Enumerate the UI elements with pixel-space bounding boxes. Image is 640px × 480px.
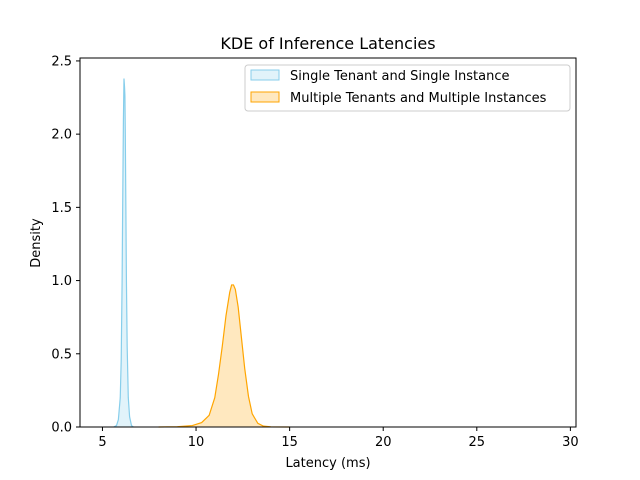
y-axis-ticks: 0.0 0.5 1.0 1.5 2.0 2.5 [51, 54, 80, 436]
series-areas [113, 78, 290, 428]
legend-box [244, 64, 571, 112]
x-tick-label: 30 [562, 435, 579, 450]
y-tick-label: 2.5 [51, 54, 72, 69]
legend-swatch-single-tenant [250, 69, 280, 81]
x-axis-ticks: 5 10 15 20 25 30 [98, 427, 579, 450]
series-line-0 [113, 78, 134, 428]
x-tick-label: 25 [469, 435, 486, 450]
y-tick-label: 1.0 [51, 274, 72, 289]
legend-label-multiple-tenants: Multiple Tenants and Multiple Instances [290, 91, 547, 106]
y-axis-label: Density [29, 218, 44, 268]
plot-frame [79, 57, 577, 428]
y-tick-label: 0.0 [51, 421, 72, 436]
series-line-1 [158, 284, 290, 428]
y-tick-label: 0.5 [51, 347, 72, 362]
legend-swatch-multiple-tenants [250, 91, 280, 103]
y-tick-label: 2.0 [51, 128, 72, 143]
x-tick-label: 5 [98, 435, 106, 450]
chart-title: KDE of Inference Latencies [220, 34, 435, 53]
y-tick-label: 1.5 [51, 201, 72, 216]
legend-label-single-tenant: Single Tenant and Single Instance [290, 69, 509, 84]
x-tick-label: 15 [281, 435, 298, 450]
series-fill-1 [158, 284, 290, 427]
x-tick-label: 20 [375, 435, 392, 450]
x-axis-label: Latency (ms) [285, 456, 370, 471]
x-tick-label: 10 [188, 435, 205, 450]
series-fill-0 [113, 78, 134, 427]
legend: Single Tenant and Single Instance Multip… [244, 64, 571, 112]
